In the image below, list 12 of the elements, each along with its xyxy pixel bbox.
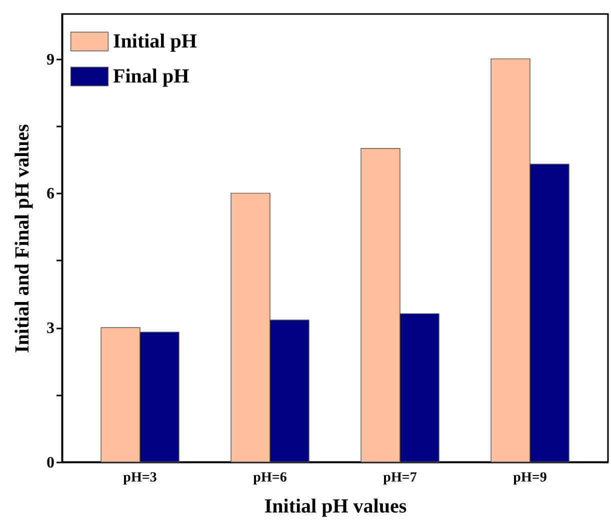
y-tick-label: 6 xyxy=(46,186,54,203)
x-axis-title: Initial pH values xyxy=(264,496,407,518)
x-tick-label: pH=6 xyxy=(253,470,287,486)
y-tick-label: 9 xyxy=(46,51,54,68)
legend-label: Final pH xyxy=(113,66,190,88)
x-tick-label: pH=3 xyxy=(123,470,157,486)
y-tick-label: 0 xyxy=(46,454,54,472)
x-tick-label: pH=9 xyxy=(513,470,547,486)
x-tick-label: pH=7 xyxy=(383,470,417,486)
y-tick-label: 3 xyxy=(46,320,54,338)
y-axis-title: Initial and Final pH values xyxy=(12,124,34,353)
legend-label: Initial pH xyxy=(113,30,198,52)
